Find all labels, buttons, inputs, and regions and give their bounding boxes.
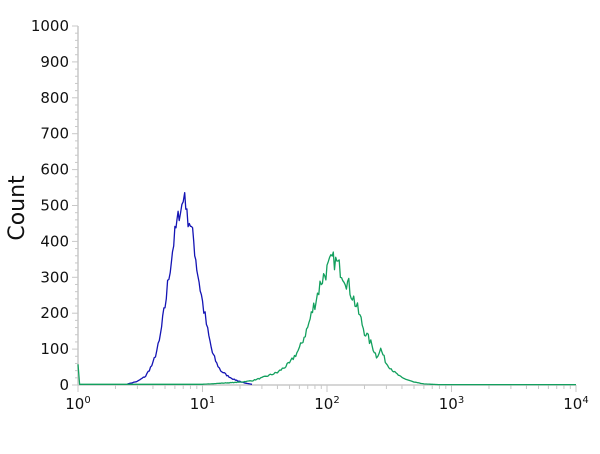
x-tick-label: 104 xyxy=(563,395,588,413)
x-tick-label: 103 xyxy=(439,395,464,413)
y-axis-label: Count xyxy=(5,175,30,241)
y-tick-label: 0 xyxy=(59,376,69,394)
y-tick-label: 200 xyxy=(40,304,69,322)
series-group xyxy=(77,191,576,386)
y-tick-label: 800 xyxy=(40,89,69,107)
y-tick-label: 600 xyxy=(40,161,69,179)
y-tick-label: 1000 xyxy=(31,17,69,35)
y-tick-label: 300 xyxy=(40,268,69,286)
x-tick-label: 100 xyxy=(65,395,90,413)
x-tick-label: 102 xyxy=(314,395,339,413)
x-tick-label: 101 xyxy=(190,395,215,413)
y-tick-label: 100 xyxy=(40,340,69,358)
y-tick-label: 900 xyxy=(40,53,69,71)
y-tick-label: 500 xyxy=(40,197,69,215)
series-line-0 xyxy=(127,191,253,385)
y-tick-label: 400 xyxy=(40,232,69,250)
series-line-1 xyxy=(77,251,576,386)
y-tick-label: 700 xyxy=(40,125,69,143)
